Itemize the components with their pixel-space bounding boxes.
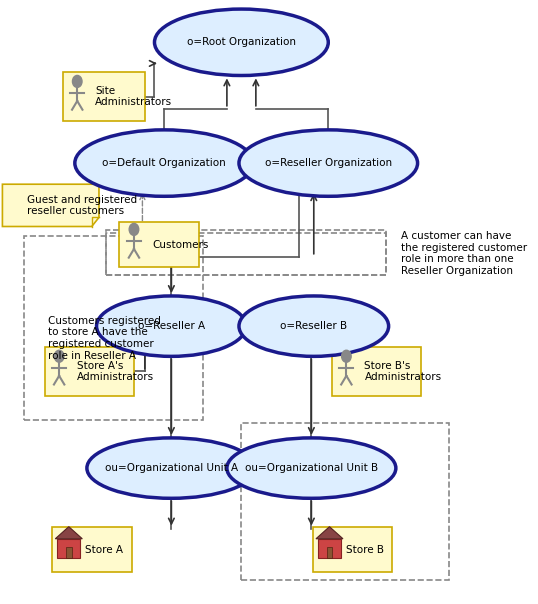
Text: Store B: Store B [346, 545, 384, 554]
FancyBboxPatch shape [318, 539, 341, 558]
Ellipse shape [154, 9, 328, 76]
Text: ou=Organizational Unit B: ou=Organizational Unit B [245, 463, 378, 473]
FancyBboxPatch shape [327, 547, 332, 558]
Text: o=Reseller A: o=Reseller A [138, 321, 205, 331]
FancyBboxPatch shape [313, 527, 392, 573]
Text: o=Root Organization: o=Root Organization [187, 37, 296, 47]
FancyBboxPatch shape [66, 547, 72, 558]
Ellipse shape [227, 438, 396, 498]
Ellipse shape [239, 130, 417, 196]
FancyBboxPatch shape [332, 347, 421, 396]
Ellipse shape [239, 296, 388, 356]
FancyBboxPatch shape [45, 347, 134, 396]
Circle shape [54, 350, 64, 362]
Ellipse shape [96, 296, 246, 356]
Ellipse shape [75, 130, 253, 196]
Ellipse shape [87, 438, 256, 498]
FancyBboxPatch shape [119, 222, 199, 267]
Text: Customers: Customers [152, 240, 208, 249]
Text: A customer can have
the registered customer
role in more than one
Reseller Organ: A customer can have the registered custo… [401, 231, 527, 276]
Circle shape [73, 76, 82, 88]
Text: o=Default Organization: o=Default Organization [102, 158, 226, 168]
Text: Guest and registered
reseller customers: Guest and registered reseller customers [26, 194, 137, 216]
Text: o=Reseller B: o=Reseller B [280, 321, 348, 331]
Circle shape [342, 350, 351, 362]
Text: Customers registered
to store A have the
registered customer
role in Reseller A: Customers registered to store A have the… [48, 316, 161, 361]
Text: Store A's
Administrators: Store A's Administrators [77, 361, 154, 382]
FancyBboxPatch shape [57, 539, 80, 558]
FancyBboxPatch shape [63, 72, 145, 121]
Text: ou=Organizational Unit A: ou=Organizational Unit A [105, 463, 238, 473]
Text: Site
Administrators: Site Administrators [95, 86, 173, 108]
Text: Store A: Store A [85, 545, 123, 554]
Circle shape [129, 223, 139, 236]
FancyBboxPatch shape [52, 527, 132, 573]
Polygon shape [55, 527, 82, 539]
Text: o=Reseller Organization: o=Reseller Organization [265, 158, 392, 168]
Polygon shape [2, 184, 99, 226]
Text: Store B's
Administrators: Store B's Administrators [364, 361, 442, 382]
Polygon shape [316, 527, 343, 539]
